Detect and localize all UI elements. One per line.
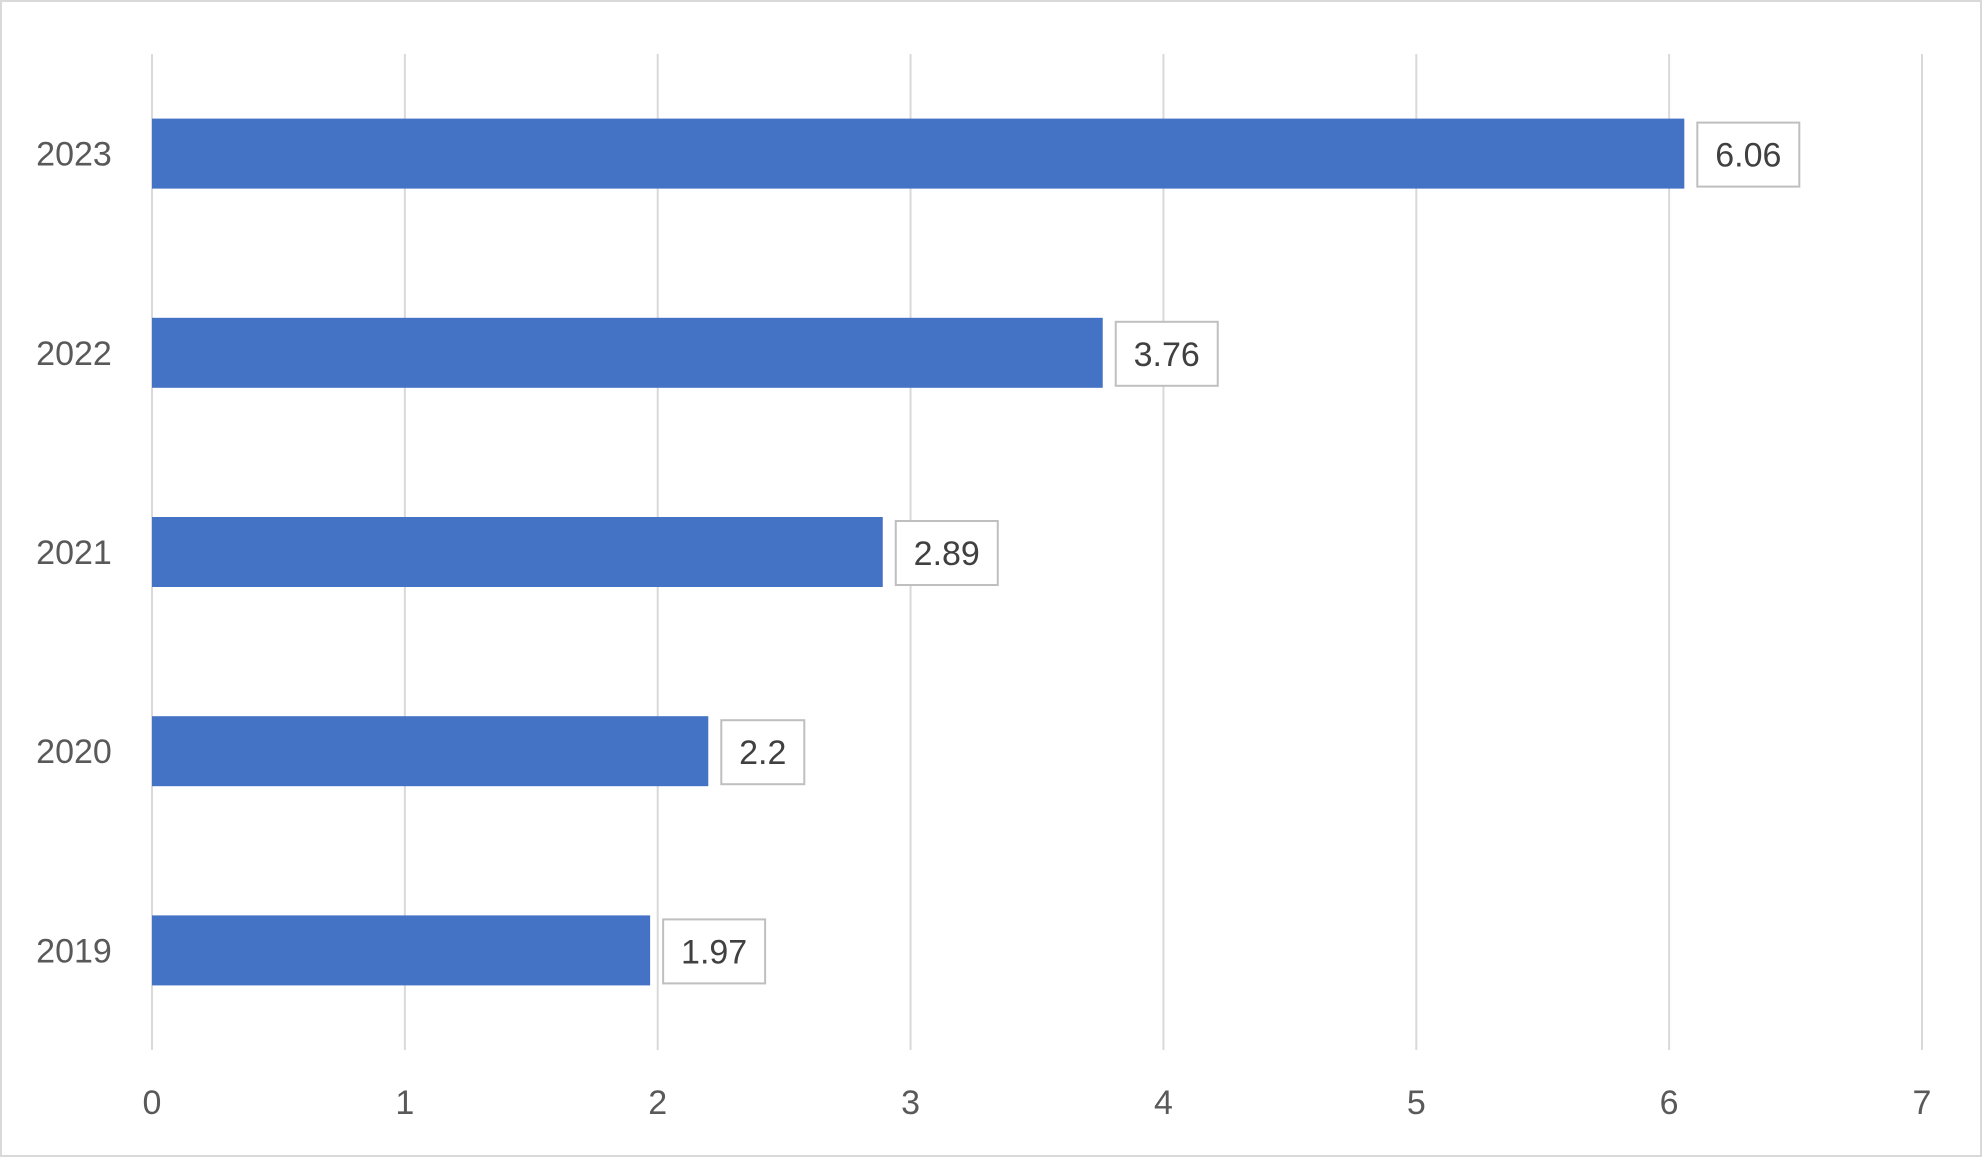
data-label-text-2022: 3.76 (1134, 336, 1200, 374)
x-tick-label-2: 2 (648, 1084, 667, 1122)
x-tick-label-6: 6 (1660, 1084, 1679, 1122)
data-labels: 1.97 2.2 2.89 3.76 6.06 (662, 121, 1801, 985)
data-label-2019: 1.97 (662, 918, 767, 985)
data-label-box-2021 (894, 520, 999, 586)
data-label-text-2023: 6.06 (1715, 137, 1781, 175)
data-label-2023: 6.06 (1696, 121, 1801, 188)
data-label-text-2020: 2.2 (739, 734, 786, 772)
data-label-box-2019 (662, 918, 767, 985)
bar-2020 (152, 716, 709, 787)
bar-2022 (152, 317, 1103, 388)
category-label-2023: 2023 (36, 136, 112, 174)
x-tick-label-1: 1 (395, 1084, 414, 1122)
category-label-2022: 2022 (36, 335, 112, 373)
x-tick-label-5: 5 (1407, 1084, 1426, 1122)
bar-2021 (152, 517, 883, 587)
data-label-2020: 2.2 (720, 719, 806, 786)
bar-2023 (152, 118, 1685, 189)
value-axis: 0 1 2 3 4 5 6 7 (143, 1084, 1932, 1122)
bars (152, 118, 1685, 986)
category-label-2021: 2021 (36, 534, 112, 572)
category-axis: 2019 2020 2021 2022 2023 (36, 136, 112, 971)
category-label-2020: 2020 (36, 733, 112, 771)
data-label-box-2022 (1114, 320, 1219, 387)
data-label-2021: 2.89 (894, 520, 999, 586)
x-tick-label-7: 7 (1913, 1084, 1932, 1122)
x-tick-label-0: 0 (143, 1084, 162, 1122)
data-label-box-2023 (1696, 121, 1801, 188)
x-tick-label-4: 4 (1154, 1084, 1173, 1122)
data-label-text-2019: 1.97 (681, 933, 747, 971)
bar-2019 (152, 915, 651, 986)
category-label-2019: 2019 (36, 932, 112, 970)
data-label-box-2020 (720, 719, 806, 786)
x-tick-label-3: 3 (901, 1084, 920, 1122)
data-label-2022: 3.76 (1114, 320, 1219, 387)
data-label-text-2021: 2.89 (914, 535, 980, 573)
